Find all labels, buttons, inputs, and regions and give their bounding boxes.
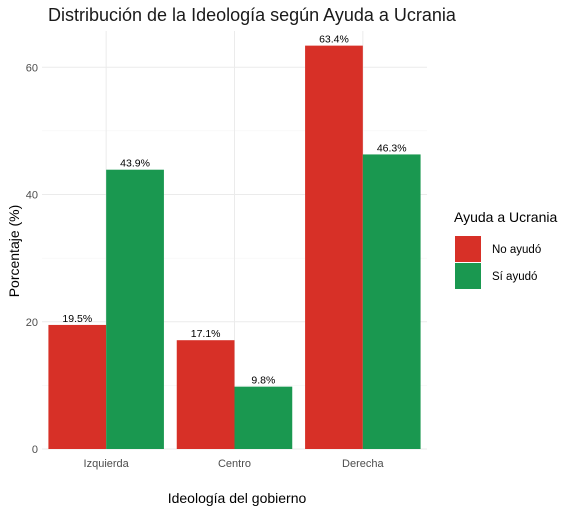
y-tick-label: 40 <box>26 190 38 202</box>
bar-value-label: 19.5% <box>62 313 92 325</box>
bar-value-label: 43.9% <box>120 158 150 170</box>
legend: Ayuda a Ucrania No ayudó Sí ayudó <box>454 209 557 289</box>
x-axis-title: Ideología del gobierno <box>168 490 307 506</box>
x-axis-ticks: Izquierda Centro Derecha <box>84 458 385 470</box>
y-axis-ticks: 0 20 40 60 <box>26 62 38 456</box>
legend-items: No ayudó Sí ayudó <box>455 236 541 289</box>
legend-swatch <box>455 236 481 262</box>
bar-value-label: 63.4% <box>319 34 349 46</box>
legend-swatch <box>455 263 481 289</box>
bar-value-label: 46.3% <box>377 142 407 154</box>
y-tick-label: 20 <box>26 317 38 329</box>
bars <box>48 45 421 450</box>
x-tick-label: Derecha <box>342 458 384 470</box>
bar <box>362 154 421 449</box>
legend-label: Sí ayudó <box>492 271 537 283</box>
legend-title: Ayuda a Ucrania <box>454 209 557 225</box>
bar <box>234 386 293 449</box>
data-labels: 19.5% 17.1% 63.4% 43.9% 9.8% 46.3% <box>62 34 406 387</box>
y-tick-label: 0 <box>32 444 38 456</box>
bar <box>305 45 363 450</box>
bar-value-label: 9.8% <box>251 375 275 387</box>
bar <box>176 340 235 449</box>
chart-title: Distribución de la Ideología según Ayuda… <box>48 5 457 25</box>
bar <box>106 169 164 449</box>
bar <box>48 324 107 449</box>
bar-value-label: 17.1% <box>191 328 221 340</box>
y-axis-title: Porcentaje (%) <box>6 205 22 298</box>
y-tick-label: 60 <box>26 62 38 74</box>
x-tick-label: Centro <box>218 458 251 470</box>
x-tick-label: Izquierda <box>84 458 130 470</box>
legend-label: No ayudó <box>492 244 541 256</box>
